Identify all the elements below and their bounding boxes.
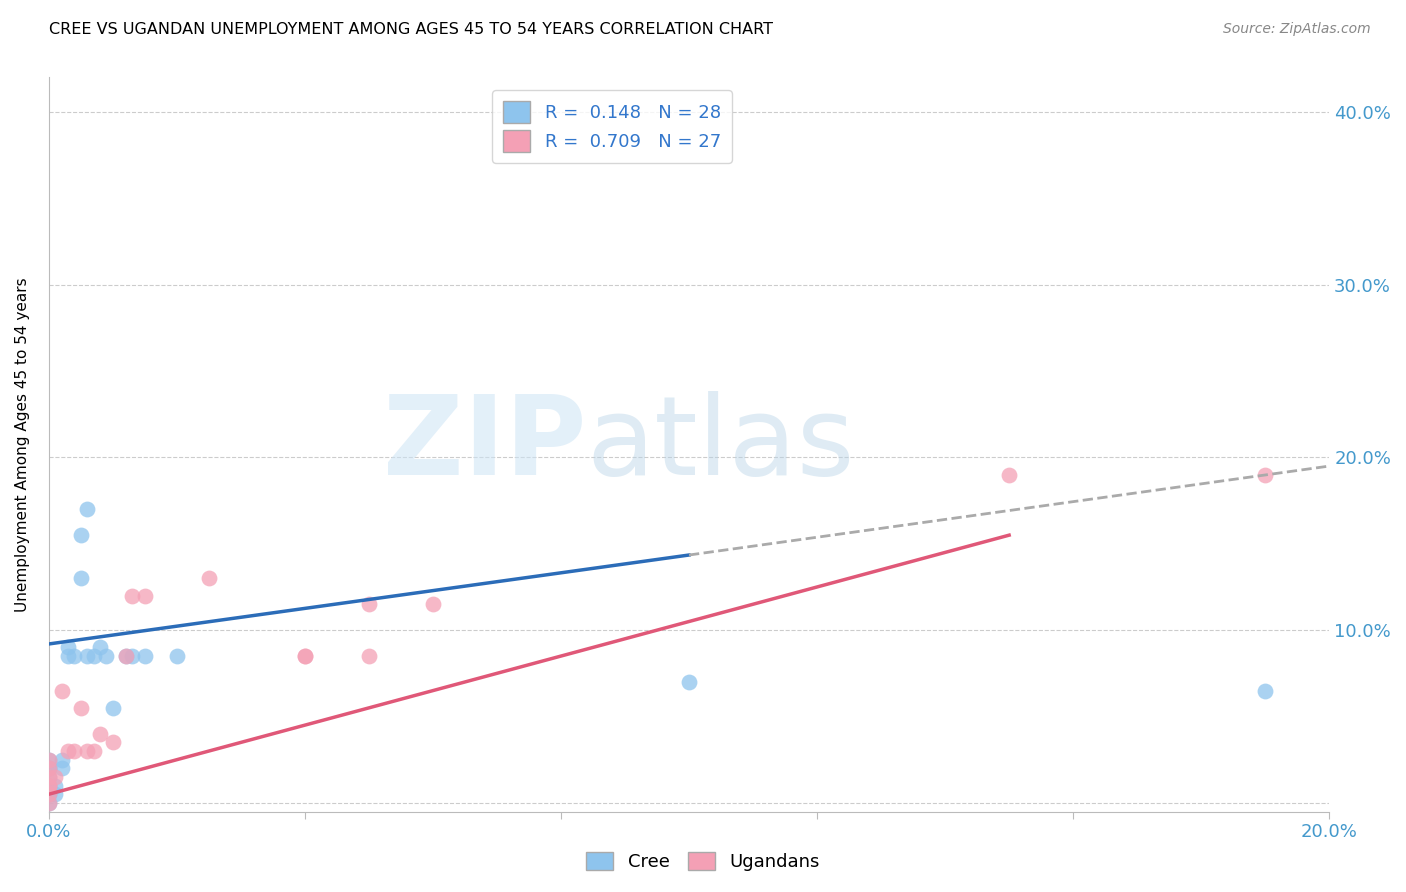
Point	[38, 761, 60, 775]
Text: CREE VS UGANDAN UNEMPLOYMENT AMONG AGES 45 TO 54 YEARS CORRELATION CHART: CREE VS UGANDAN UNEMPLOYMENT AMONG AGES …	[49, 22, 773, 37]
Point	[678, 675, 700, 690]
Point	[357, 648, 380, 663]
Point	[51, 683, 73, 698]
Point	[1254, 683, 1277, 698]
Point	[38, 761, 60, 775]
Point	[38, 787, 60, 801]
Point	[121, 589, 143, 603]
Point	[38, 796, 60, 810]
Point	[134, 648, 156, 663]
Legend: R =  0.148   N = 28, R =  0.709   N = 27: R = 0.148 N = 28, R = 0.709 N = 27	[492, 90, 733, 163]
Point	[38, 753, 60, 767]
Point	[89, 727, 111, 741]
Point	[44, 770, 66, 784]
Text: Source: ZipAtlas.com: Source: ZipAtlas.com	[1223, 22, 1371, 37]
Point	[76, 744, 98, 758]
Point	[38, 753, 60, 767]
Point	[76, 502, 98, 516]
Point	[114, 648, 136, 663]
Point	[56, 744, 79, 758]
Point	[166, 648, 188, 663]
Point	[63, 744, 86, 758]
Point	[38, 761, 60, 775]
Point	[69, 571, 91, 585]
Point	[83, 648, 105, 663]
Point	[38, 770, 60, 784]
Point	[38, 770, 60, 784]
Point	[198, 571, 221, 585]
Point	[38, 779, 60, 793]
Point	[51, 753, 73, 767]
Point	[294, 648, 316, 663]
Point	[69, 528, 91, 542]
Point	[422, 597, 444, 611]
Point	[294, 648, 316, 663]
Point	[114, 648, 136, 663]
Point	[357, 597, 380, 611]
Point	[44, 779, 66, 793]
Point	[56, 648, 79, 663]
Y-axis label: Unemployment Among Ages 45 to 54 years: Unemployment Among Ages 45 to 54 years	[15, 277, 30, 612]
Point	[998, 467, 1021, 482]
Point	[38, 796, 60, 810]
Point	[89, 640, 111, 655]
Point	[51, 761, 73, 775]
Point	[101, 735, 124, 749]
Point	[44, 787, 66, 801]
Point	[38, 787, 60, 801]
Point	[38, 779, 60, 793]
Point	[1254, 467, 1277, 482]
Text: ZIP: ZIP	[384, 391, 586, 498]
Legend: Cree, Ugandans: Cree, Ugandans	[579, 845, 827, 879]
Point	[38, 779, 60, 793]
Point	[56, 640, 79, 655]
Point	[101, 701, 124, 715]
Point	[83, 744, 105, 758]
Point	[69, 701, 91, 715]
Point	[76, 648, 98, 663]
Text: atlas: atlas	[586, 391, 855, 498]
Point	[134, 589, 156, 603]
Point	[121, 648, 143, 663]
Point	[63, 648, 86, 663]
Point	[96, 648, 118, 663]
